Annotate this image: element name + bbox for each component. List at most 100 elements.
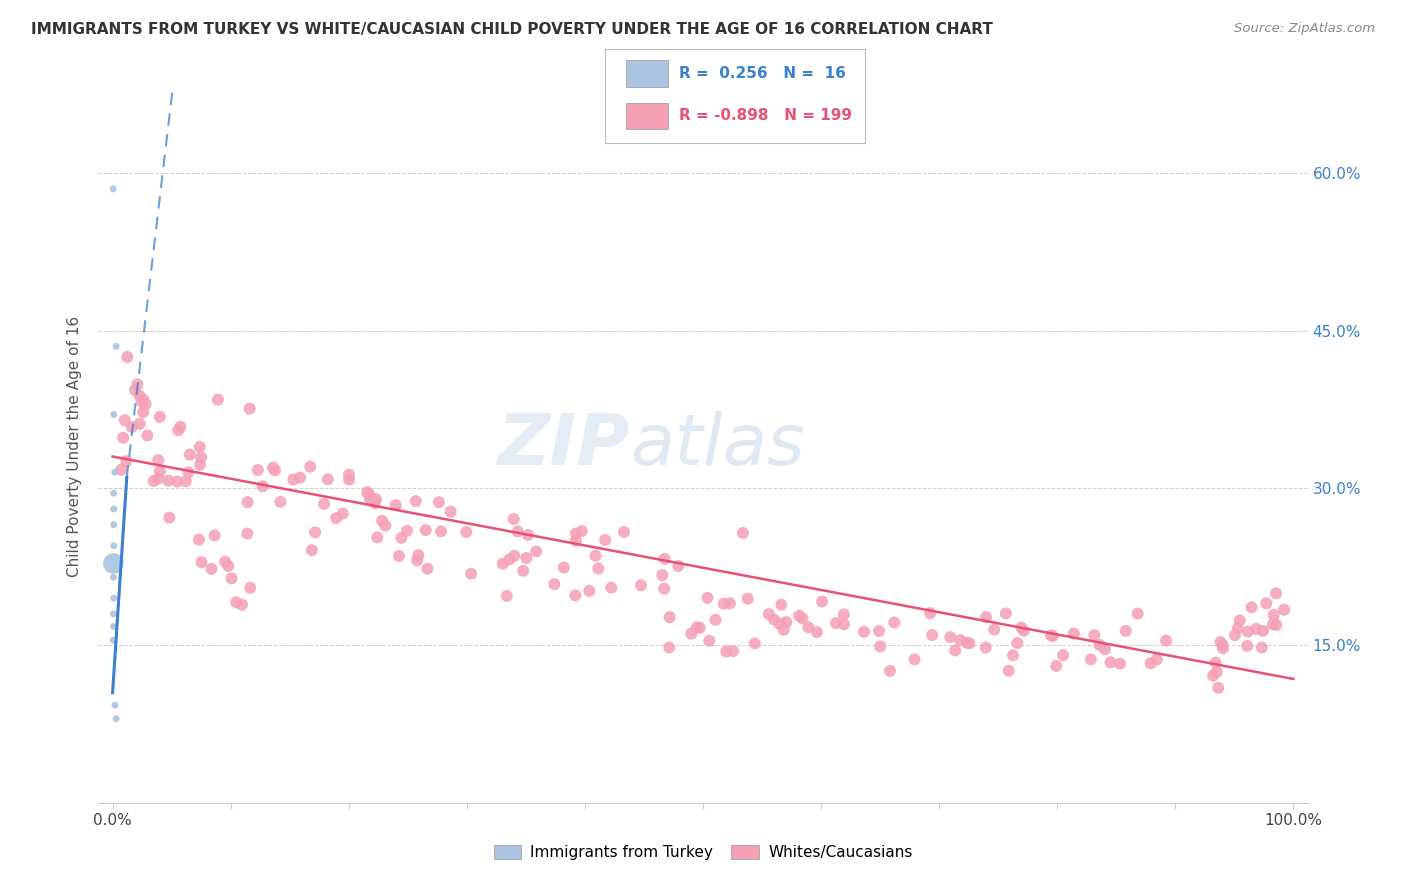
Point	[1206, 681, 1229, 695]
Point	[359, 491, 381, 506]
Point	[269, 495, 291, 509]
Point	[1012, 624, 1035, 638]
Point	[943, 643, 966, 657]
Text: atlas: atlas	[630, 411, 806, 481]
Point	[103, 570, 125, 584]
Point	[356, 485, 378, 500]
Point	[652, 582, 675, 596]
Point	[1205, 665, 1227, 679]
Point	[405, 494, 427, 508]
Point	[105, 339, 128, 353]
Point	[103, 539, 125, 553]
Point	[169, 420, 191, 434]
Point	[204, 528, 226, 542]
Point	[769, 616, 792, 631]
Point	[983, 623, 1005, 637]
Point	[406, 553, 429, 567]
Point	[105, 712, 128, 726]
Point	[187, 533, 209, 547]
Point	[136, 428, 159, 442]
Point	[524, 544, 547, 558]
Point	[264, 463, 287, 477]
Point	[1236, 639, 1258, 653]
Point	[128, 417, 150, 431]
Point	[179, 448, 201, 462]
Point	[939, 630, 962, 644]
Point	[974, 610, 997, 624]
Point	[515, 550, 537, 565]
Point	[364, 496, 387, 510]
Point	[1042, 629, 1064, 643]
Point	[517, 528, 540, 542]
Point	[252, 479, 274, 493]
Point	[697, 633, 720, 648]
Point	[110, 463, 132, 477]
Point	[503, 549, 526, 563]
Point	[578, 583, 600, 598]
Point	[957, 636, 980, 650]
Point	[325, 511, 347, 525]
Point	[775, 615, 797, 629]
Point	[166, 475, 188, 489]
Point	[112, 431, 135, 445]
Point	[149, 464, 172, 478]
Point	[128, 389, 150, 403]
Point	[239, 401, 262, 416]
Point	[571, 524, 593, 538]
Point	[654, 552, 676, 566]
Point	[190, 555, 212, 569]
Point	[498, 552, 520, 566]
Point	[920, 606, 942, 620]
Point	[1240, 600, 1263, 615]
Point	[1109, 657, 1132, 671]
Point	[492, 557, 515, 571]
Point	[1063, 626, 1085, 640]
Point	[921, 628, 943, 642]
Point	[157, 510, 180, 524]
Point	[214, 555, 236, 569]
Point	[299, 459, 322, 474]
Point	[1154, 633, 1177, 648]
Point	[1083, 628, 1105, 642]
Point	[949, 633, 972, 648]
Point	[737, 591, 759, 606]
Point	[1007, 636, 1029, 650]
Point	[103, 517, 125, 532]
Point	[190, 450, 212, 465]
Point	[207, 392, 229, 407]
Point	[869, 640, 891, 654]
Point	[337, 473, 360, 487]
Point	[792, 611, 814, 625]
Point	[364, 492, 387, 507]
Point	[114, 413, 136, 427]
Point	[772, 623, 794, 637]
Point	[236, 526, 259, 541]
Point	[174, 474, 197, 488]
Point	[1094, 642, 1116, 657]
Point	[495, 589, 517, 603]
Point	[283, 473, 305, 487]
Point	[231, 598, 253, 612]
Point	[374, 518, 396, 533]
Point	[832, 617, 855, 632]
Text: Source: ZipAtlas.com: Source: ZipAtlas.com	[1234, 22, 1375, 36]
Point	[200, 562, 222, 576]
Point	[543, 577, 565, 591]
Point	[359, 488, 381, 502]
Point	[188, 440, 211, 454]
Text: ZIP: ZIP	[498, 411, 630, 481]
Point	[704, 613, 727, 627]
Point	[1244, 622, 1267, 636]
Point	[117, 350, 139, 364]
Point	[553, 560, 575, 574]
Point	[696, 591, 718, 605]
Point	[103, 619, 125, 633]
Point	[416, 562, 439, 576]
Point	[613, 524, 636, 539]
Point	[103, 557, 125, 571]
Point	[716, 644, 738, 658]
Point	[316, 472, 339, 486]
Point	[131, 394, 153, 409]
Point	[332, 507, 354, 521]
Point	[177, 466, 200, 480]
